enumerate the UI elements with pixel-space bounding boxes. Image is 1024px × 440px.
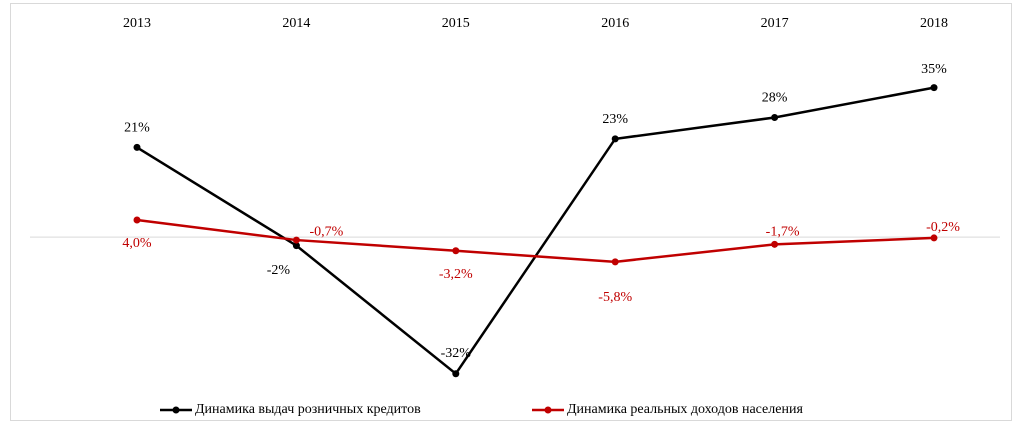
data-label: 4,0%	[122, 236, 152, 251]
point	[771, 114, 779, 122]
x-tick-label: 2016	[601, 16, 629, 31]
series-line	[136, 86, 935, 376]
point	[133, 216, 141, 224]
series-line	[136, 218, 935, 264]
data-label: -5,8%	[598, 290, 632, 305]
data-label: -0,7%	[309, 224, 343, 239]
x-tick-label: 2014	[282, 16, 310, 31]
chart-frame	[10, 3, 1012, 421]
data-label: 21%	[124, 121, 150, 136]
x-tick-label: 2013	[123, 16, 151, 31]
data-label: -3,2%	[439, 267, 473, 282]
point	[292, 236, 300, 244]
point	[611, 258, 619, 266]
legend-label: Динамика выдач розничных кредитов	[195, 402, 421, 417]
point	[771, 240, 779, 248]
point	[452, 247, 460, 255]
legend-marker	[172, 406, 180, 414]
data-label: -32%	[441, 346, 472, 361]
x-tick-label: 2018	[920, 16, 948, 31]
point	[292, 242, 300, 250]
legend-marker	[544, 406, 552, 414]
legend-label: Динамика реальных доходов населения	[567, 402, 803, 417]
point	[930, 234, 938, 242]
x-tick-label: 2015	[442, 16, 470, 31]
data-label: -1,7%	[766, 225, 800, 240]
data-label: 35%	[921, 62, 947, 77]
data-label: -0,2%	[926, 220, 960, 235]
data-label: -2%	[267, 263, 291, 278]
point	[611, 135, 619, 143]
point	[930, 84, 938, 92]
point	[133, 143, 141, 151]
point	[452, 370, 460, 378]
data-label: 23%	[602, 112, 628, 127]
x-tick-label: 2017	[761, 16, 789, 31]
data-label: 28%	[762, 91, 788, 106]
